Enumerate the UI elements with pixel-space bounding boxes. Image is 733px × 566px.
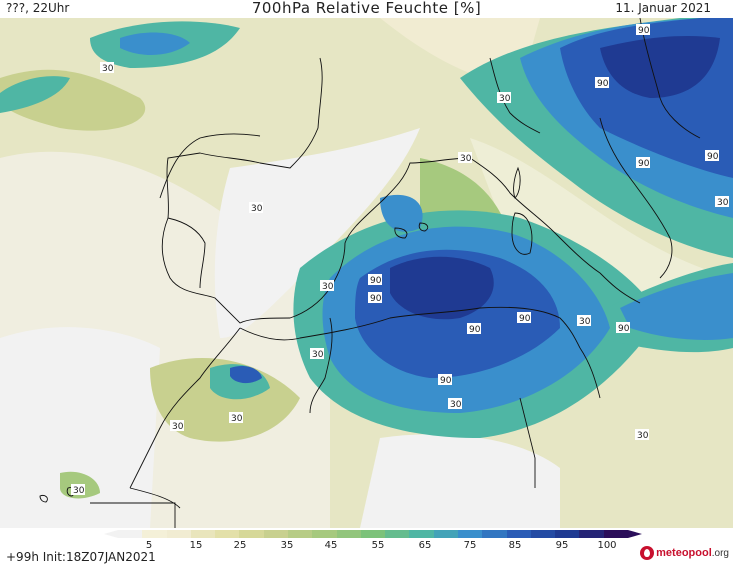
contour-label: 90 [368, 292, 382, 304]
svg-text:90: 90 [440, 376, 452, 386]
brand-tld: .org [711, 548, 729, 559]
brand-logo[interactable]: meteopool.org [640, 546, 729, 560]
drop-icon [640, 546, 655, 560]
color-legend: 5 15 25 35 45 55 65 75 85 95 100 +99h Init:18Z07JA… [0, 528, 733, 566]
svg-text:30: 30 [499, 94, 511, 104]
contour-label: 30 [229, 412, 243, 424]
contour-label: 90 [368, 274, 382, 286]
contour-label: 90 [438, 374, 452, 386]
svg-text:90: 90 [469, 325, 481, 335]
colorbar-segment [482, 530, 507, 538]
colorbar-segment [190, 530, 216, 538]
colorbar-segment [360, 530, 386, 538]
contour-label: 90 [616, 322, 630, 334]
colorbar-tick-label: 95 [555, 540, 569, 551]
colorbar-segment [263, 530, 288, 538]
svg-text:30: 30 [450, 400, 462, 410]
contour-label: 90 [595, 77, 609, 89]
svg-text:90: 90 [618, 324, 630, 334]
colorbar-tick-label: 35 [280, 540, 294, 551]
svg-text:90: 90 [707, 152, 719, 162]
init-time-label: +99h Init:18Z07JAN2021 [6, 550, 156, 564]
svg-text:30: 30 [172, 422, 184, 432]
contour-label: 30 [577, 315, 591, 327]
colorbar-segment [433, 530, 458, 538]
colorbar-segment [336, 530, 361, 538]
contour-label: 30 [448, 398, 462, 410]
colorbar-segment [555, 530, 580, 538]
colorbar-segment [287, 530, 313, 538]
svg-text:30: 30 [322, 282, 334, 292]
colorbar-max-arrow [628, 530, 642, 538]
colorbar-segment [385, 530, 410, 538]
colorbar-ticks: 5 15 25 35 45 55 65 75 85 95 100 [0, 540, 733, 554]
colorbar [118, 530, 628, 538]
colorbar-segment [603, 530, 628, 538]
colorbar-tick-label: 75 [463, 540, 477, 551]
colorbar-tick-label: 15 [189, 540, 203, 551]
colorbar-segment [579, 530, 604, 538]
colorbar-min-arrow [104, 530, 118, 538]
coastlines [39, 18, 701, 528]
svg-text:30: 30 [231, 414, 243, 424]
colorbar-tick-label: 5 [145, 540, 153, 551]
contour-label: 30 [249, 202, 263, 214]
colorbar-tick-label: 45 [324, 540, 338, 551]
contour-label: 30 [635, 429, 649, 441]
svg-text:90: 90 [370, 294, 382, 304]
colorbar-segment [506, 530, 531, 538]
svg-text:90: 90 [519, 314, 531, 324]
colorbar-segment [312, 530, 337, 538]
svg-text:30: 30 [73, 486, 85, 496]
svg-text:90: 90 [597, 79, 609, 89]
svg-text:30: 30 [312, 350, 324, 360]
contour-labels: 30 30 30 30 30 30 30 30 30 30 30 30 30 9… [71, 24, 729, 496]
contour-label: 90 [517, 312, 531, 324]
contour-label: 90 [705, 150, 719, 162]
svg-text:30: 30 [579, 317, 591, 327]
svg-text:90: 90 [638, 26, 650, 36]
contour-label: 30 [458, 152, 472, 164]
chart-title: 700hPa Relative Feuchte [%] [251, 0, 482, 17]
contour-label: 90 [467, 323, 481, 335]
svg-text:30: 30 [460, 154, 472, 164]
colorbar-tick-label: 65 [418, 540, 432, 551]
colorbar-tick-label: 100 [597, 540, 617, 551]
contour-label: 30 [497, 92, 511, 104]
colorbar-segment [142, 530, 167, 538]
svg-text:30: 30 [102, 64, 114, 74]
colorbar-segment [166, 530, 191, 538]
colorbar-segment [530, 530, 556, 538]
brand-name: meteopool.org [656, 547, 729, 559]
contour-label: 90 [636, 24, 650, 36]
colorbar-segment [239, 530, 264, 538]
svg-text:30: 30 [251, 204, 263, 214]
colorbar-segment [118, 530, 143, 538]
contour-label: 30 [100, 62, 114, 74]
colorbar-segment [215, 530, 240, 538]
colorbar-segment [457, 530, 483, 538]
colorbar-tick-label: 55 [371, 540, 385, 551]
valid-date-label: 11. Januar 2021 [615, 1, 711, 15]
contour-label: 30 [320, 280, 334, 292]
contour-label: 30 [715, 196, 729, 208]
humidity-field [0, 18, 733, 528]
valid-time-label: ???, 22Uhr [6, 1, 70, 15]
contour-label: 30 [310, 348, 324, 360]
svg-text:30: 30 [637, 431, 649, 441]
contour-label: 30 [170, 420, 184, 432]
contour-label: 30 [71, 484, 85, 496]
contour-label: 90 [636, 157, 650, 169]
colorbar-tick-label: 85 [508, 540, 522, 551]
colorbar-tick-label: 25 [233, 540, 247, 551]
svg-text:30: 30 [717, 198, 729, 208]
colorbar-segment [409, 530, 434, 538]
svg-text:90: 90 [370, 276, 382, 286]
svg-text:90: 90 [638, 159, 650, 169]
chart-header: ???, 22Uhr 700hPa Relative Feuchte [%] 1… [0, 0, 733, 18]
brand-name-text: meteopool [656, 547, 712, 559]
humidity-map: 30 30 30 30 30 30 30 30 30 30 30 30 30 9… [0, 18, 733, 528]
